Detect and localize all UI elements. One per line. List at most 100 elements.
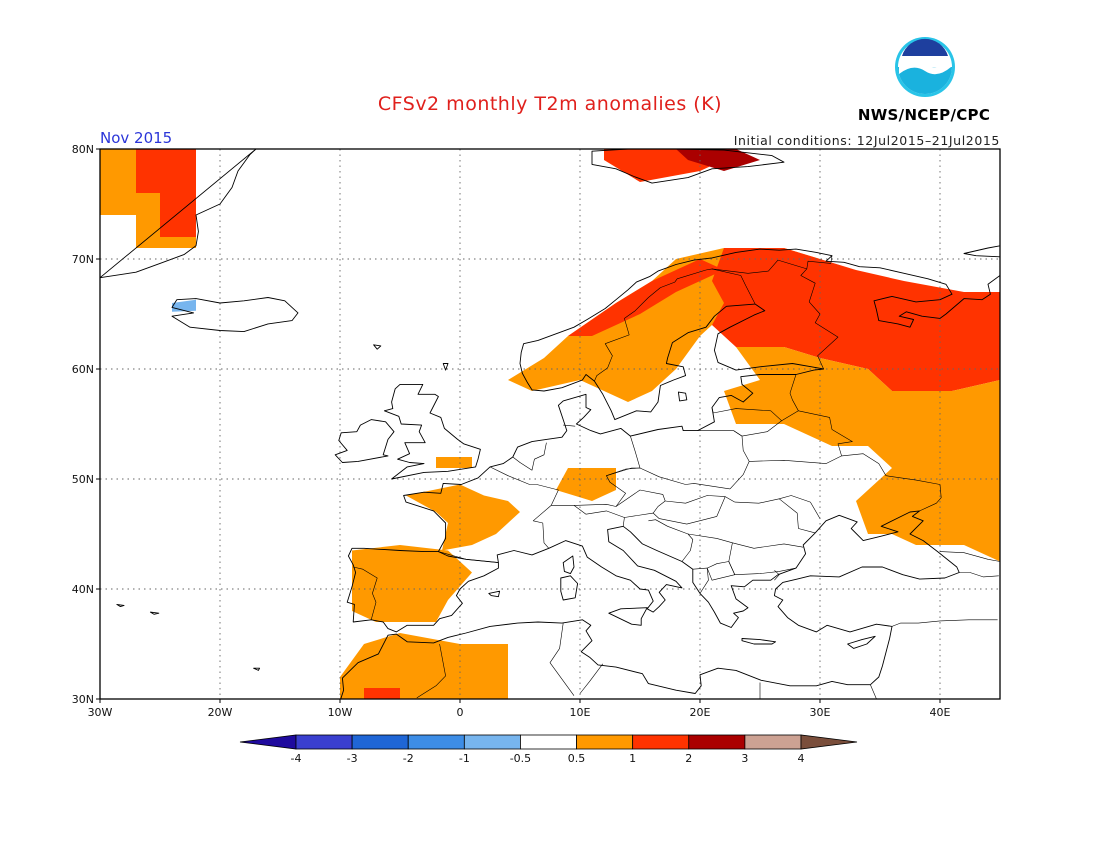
coastline-balearic xyxy=(488,590,501,598)
country-border xyxy=(512,442,547,471)
country-border xyxy=(606,467,731,490)
country-border xyxy=(779,495,821,519)
colorbar-swatch xyxy=(520,734,577,750)
anomaly-region-9 xyxy=(352,545,472,622)
coastline-iberia xyxy=(346,547,499,633)
country-border xyxy=(774,570,780,581)
country-border xyxy=(711,259,807,274)
coastline-britain xyxy=(383,383,481,480)
country-border xyxy=(353,566,378,620)
lon-tick-label: 0 xyxy=(457,706,464,719)
lon-tick-label: 10W xyxy=(328,706,353,719)
country-border xyxy=(939,551,1000,562)
country-border xyxy=(551,436,641,507)
country-border xyxy=(699,568,709,594)
lat-tick-label: 80N xyxy=(72,143,94,156)
country-border xyxy=(711,407,714,414)
coastline-azores-2 xyxy=(149,611,160,615)
coastline-sicily xyxy=(608,607,648,626)
coastline-ireland xyxy=(334,419,395,463)
lon-tick-label: 20E xyxy=(690,706,711,719)
colorbar-swatch xyxy=(351,734,409,750)
colorbar-swatch xyxy=(744,734,802,750)
lat-tick-label: 60N xyxy=(72,363,94,376)
colorbar-arrow-high xyxy=(800,734,858,750)
country-border xyxy=(728,561,797,576)
colorbar-label: 0.5 xyxy=(568,752,586,765)
lat-tick-label: 50N xyxy=(72,473,94,486)
country-border xyxy=(563,424,576,427)
coastline-gotland xyxy=(677,391,688,402)
colorbar: -4 -3 -2 -1 -0.5 0.5 1 2 3 4 xyxy=(239,734,858,765)
coastline-shetland xyxy=(442,363,449,371)
coastline-crete xyxy=(741,638,777,645)
country-border xyxy=(416,643,446,699)
lon-tick-label: 20W xyxy=(208,706,233,719)
country-border xyxy=(615,489,666,507)
country-border xyxy=(624,496,726,525)
colorbar-label: 4 xyxy=(798,752,805,765)
country-border xyxy=(733,374,799,437)
agency-label: NWS/NCEP/CPC xyxy=(858,106,990,124)
coastline-greenland xyxy=(100,149,257,279)
country-border xyxy=(549,623,575,696)
coastline-mediterranean-europe xyxy=(496,510,960,686)
country-border xyxy=(707,561,729,569)
country-border xyxy=(798,410,853,456)
colorbar-label: -2 xyxy=(403,752,414,765)
country-border xyxy=(665,495,735,504)
noaa-logo: NOAA xyxy=(895,37,955,97)
lon-tick-label: 30E xyxy=(810,706,831,719)
colorbar-swatch xyxy=(295,734,353,750)
lon-tick-label: 30W xyxy=(88,706,113,719)
colorbar-label: 3 xyxy=(741,752,748,765)
country-border xyxy=(749,453,942,512)
anomaly-region-11 xyxy=(364,688,400,699)
country-border xyxy=(891,619,998,627)
colorbar-label: -1 xyxy=(459,752,470,765)
country-border xyxy=(734,498,816,534)
chart-title: CFSv2 monthly T2m anomalies (K) xyxy=(378,93,722,115)
colorbar-swatch xyxy=(576,734,634,750)
colorbar-swatch xyxy=(407,734,465,750)
colorbar-swatch xyxy=(688,734,746,750)
coastline-iceland xyxy=(171,297,299,333)
country-border xyxy=(652,500,666,514)
anomaly-region-4 xyxy=(712,248,1000,391)
coastline-scandinavia xyxy=(519,248,1000,421)
country-border xyxy=(573,505,625,527)
anomaly-region-1 xyxy=(136,149,196,237)
coastlines xyxy=(100,149,1054,699)
anomaly-region-8 xyxy=(556,468,616,501)
country-border xyxy=(705,268,756,305)
graticule xyxy=(100,149,1000,699)
colorbar-label: 2 xyxy=(685,752,692,765)
coastline-azores-1 xyxy=(116,603,125,608)
coastline-north-africa xyxy=(340,619,871,699)
month-label: Nov 2015 xyxy=(100,129,172,147)
lat-tick-label: 40N xyxy=(72,583,94,596)
country-border xyxy=(959,572,999,578)
lat-tick-label: 30N xyxy=(72,693,94,706)
coastline-corsica xyxy=(562,555,575,575)
colorbar-label: 1 xyxy=(629,752,636,765)
axis-ticks: 30W 20W 10W 0 10E 20E 30E 40E 30N 40N 50N 60N 70N 80N xyxy=(72,143,951,719)
coastline-cyprus xyxy=(847,635,876,649)
anomaly-region-10 xyxy=(340,633,508,699)
coastline-kolguev xyxy=(1042,268,1054,272)
colorbar-arrow-low xyxy=(239,734,297,750)
anomaly-region-7 xyxy=(436,457,472,468)
map-frame xyxy=(99,148,1001,700)
coastline-novaya-zemlya-s xyxy=(963,245,1000,258)
colorbar-swatch xyxy=(463,734,521,750)
coastline-sardinia xyxy=(560,575,579,601)
country-border xyxy=(732,542,804,549)
colorbar-label: -0.5 xyxy=(510,752,531,765)
initial-conditions-label: Initial conditions: 12Jul2015–21Jul2015 xyxy=(734,133,1000,148)
country-border xyxy=(489,466,559,549)
colorbar-label: -3 xyxy=(347,752,358,765)
coastline-madeira xyxy=(253,667,261,671)
country-border xyxy=(800,255,839,370)
noaa-logo-text: NOAA xyxy=(910,57,939,67)
